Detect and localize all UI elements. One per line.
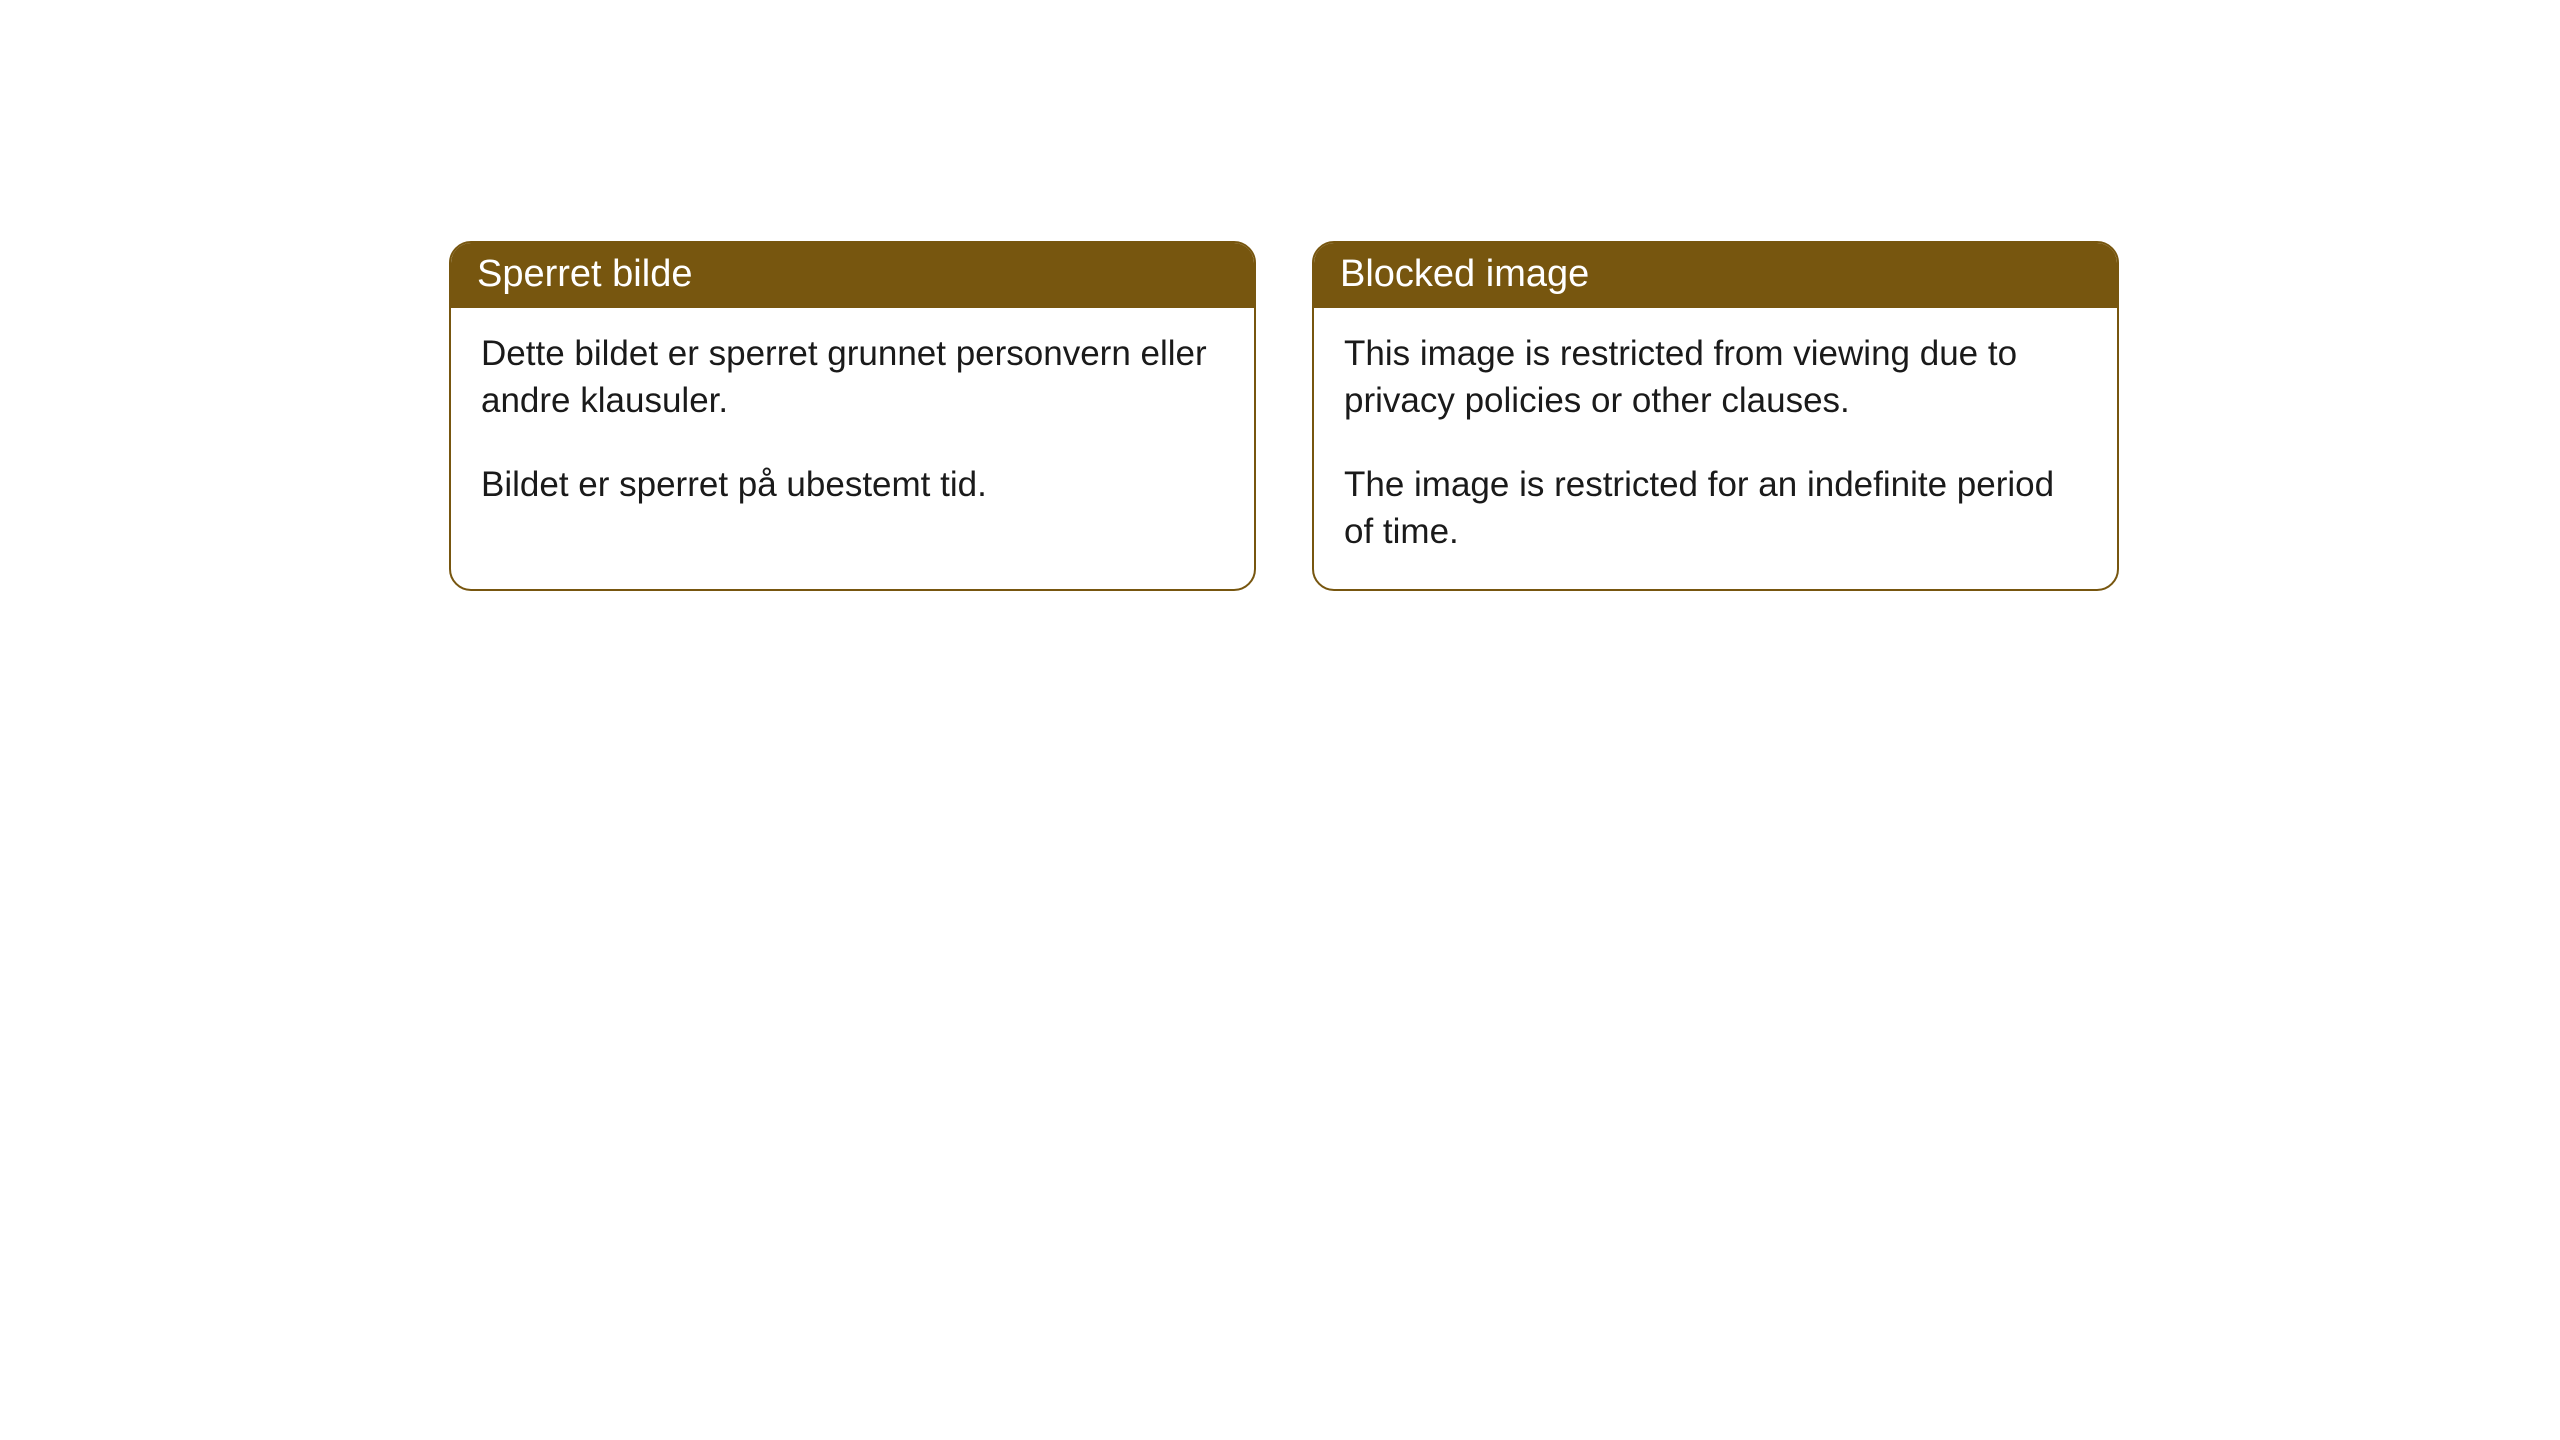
card-title: Sperret bilde: [477, 253, 692, 295]
card-paragraph: Dette bildet er sperret grunnet personve…: [481, 330, 1224, 425]
card-paragraph: This image is restricted from viewing du…: [1344, 330, 2087, 425]
notice-card-norwegian: Sperret bilde Dette bildet er sperret gr…: [449, 241, 1256, 591]
card-body: Dette bildet er sperret grunnet personve…: [451, 308, 1254, 542]
notice-cards-container: Sperret bilde Dette bildet er sperret gr…: [449, 241, 2119, 591]
card-paragraph: The image is restricted for an indefinit…: [1344, 461, 2087, 556]
card-title: Blocked image: [1340, 253, 1589, 295]
notice-card-english: Blocked image This image is restricted f…: [1312, 241, 2119, 591]
card-header: Sperret bilde: [451, 243, 1254, 308]
card-paragraph: Bildet er sperret på ubestemt tid.: [481, 461, 1224, 508]
card-header: Blocked image: [1314, 243, 2117, 308]
card-body: This image is restricted from viewing du…: [1314, 308, 2117, 589]
